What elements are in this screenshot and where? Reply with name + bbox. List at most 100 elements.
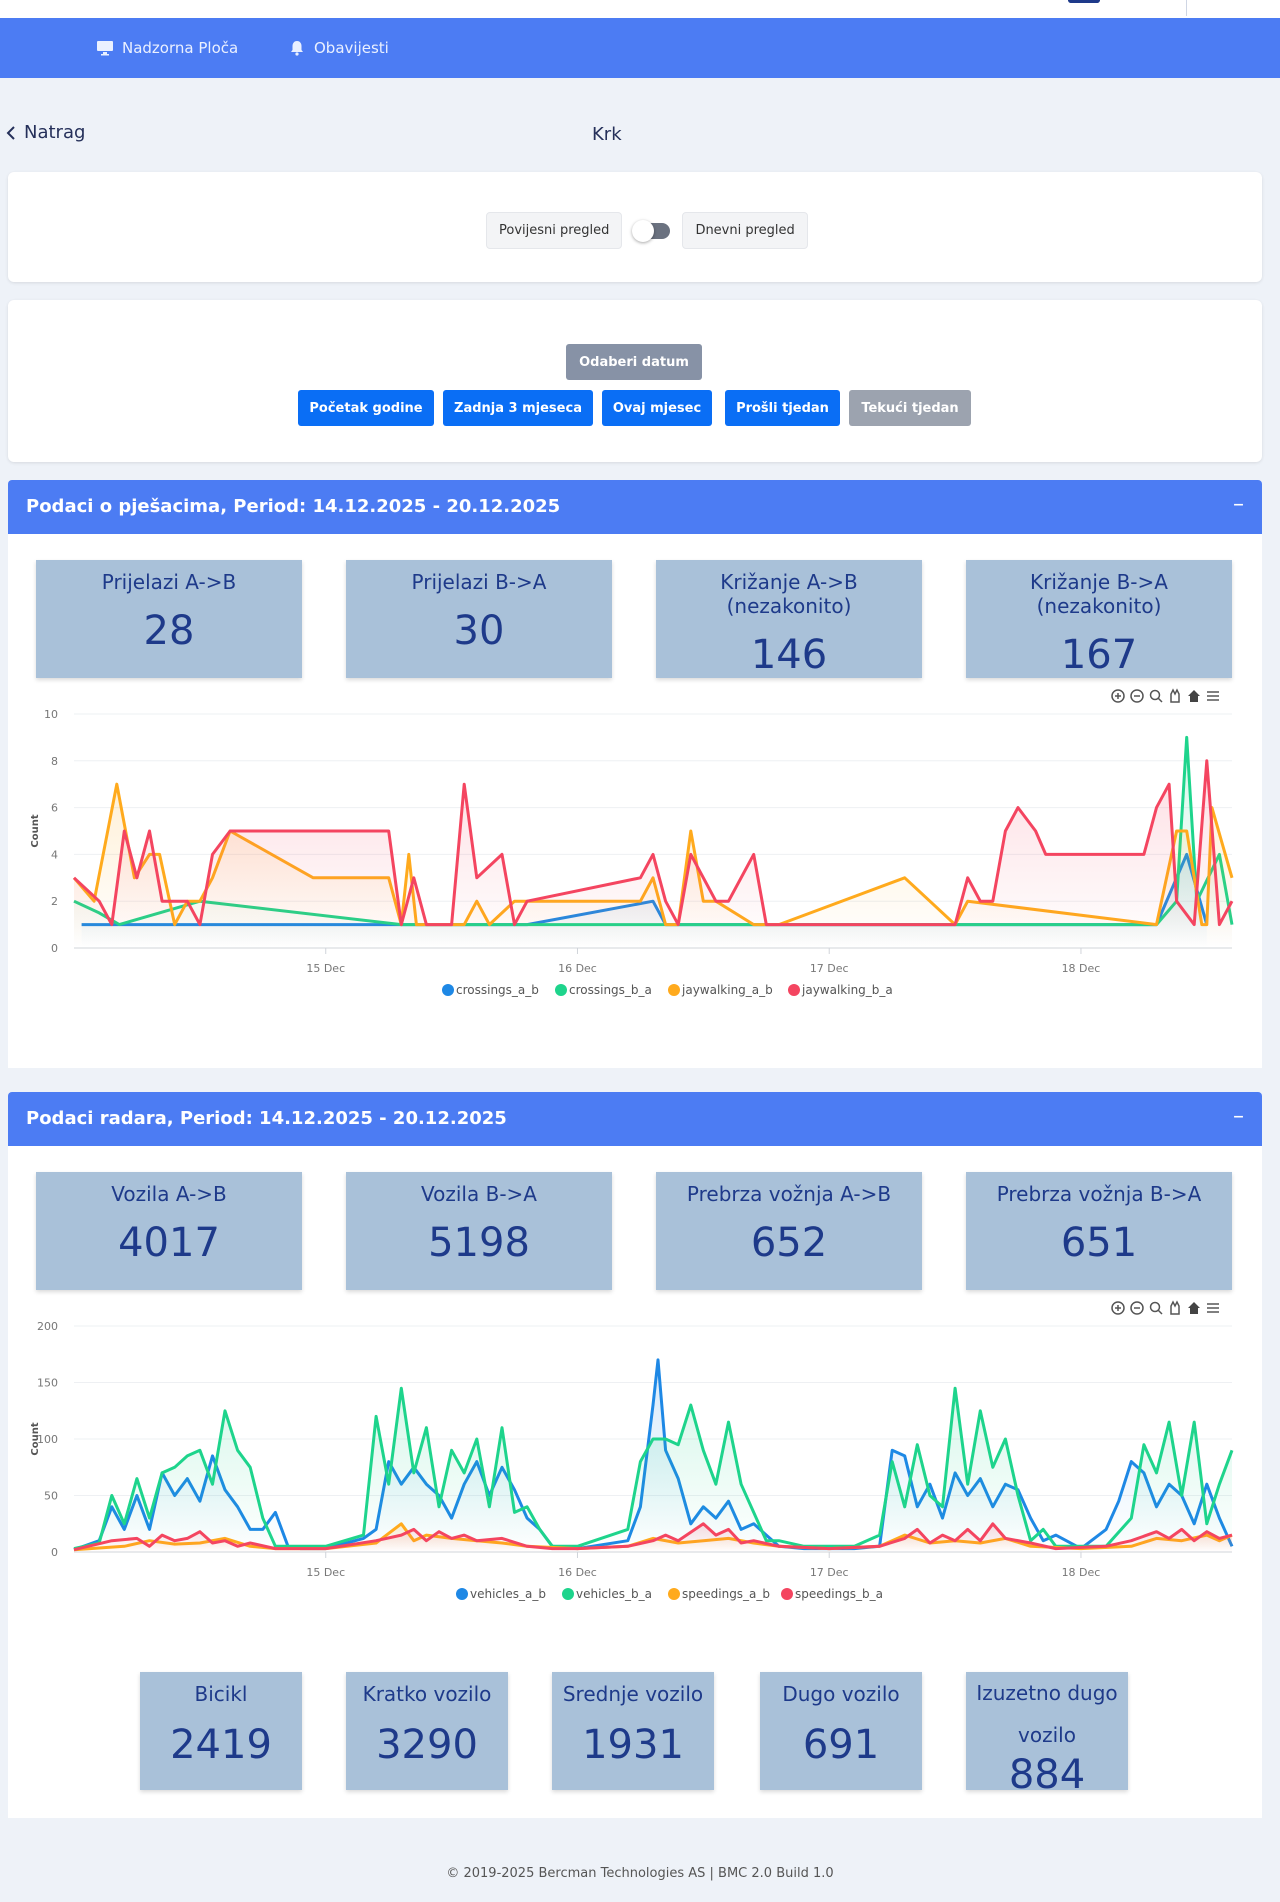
preset-last-week-button[interactable]: Prošli tjedan bbox=[725, 390, 840, 426]
view-toggle: Povijesni pregled Dnevni pregled bbox=[486, 212, 808, 249]
y-tick-label: 50 bbox=[44, 1490, 58, 1503]
user-avatar-icon[interactable] bbox=[1068, 0, 1100, 3]
magnifier-icon[interactable] bbox=[1149, 1301, 1163, 1315]
back-label: Natrag bbox=[24, 122, 86, 143]
stat-card: Prebrza vožnja A->B 652 bbox=[656, 1172, 922, 1290]
y-tick-label: 2 bbox=[51, 895, 58, 908]
y-tick-label: 0 bbox=[51, 1546, 58, 1559]
collapse-pedestrian-button[interactable]: – bbox=[1233, 492, 1244, 517]
zoom-out-icon[interactable] bbox=[1130, 689, 1144, 703]
legend-item[interactable]: speedings_a_b bbox=[668, 1587, 770, 1601]
legend-item[interactable]: crossings_a_b bbox=[442, 983, 539, 997]
stat-label: Vozila B->A bbox=[421, 1182, 537, 1206]
choose-date-button[interactable]: Odaberi datum bbox=[566, 344, 702, 380]
legend-item[interactable]: crossings_b_a bbox=[555, 983, 652, 997]
x-tick-label: 16 Dec bbox=[558, 1566, 597, 1579]
preset-last-3-months-button[interactable]: Zadnja 3 mjeseca bbox=[443, 390, 593, 426]
vehicle-class-value: 1931 bbox=[582, 1722, 684, 1768]
legend-marker bbox=[456, 1588, 468, 1600]
magnifier-icon[interactable] bbox=[1149, 689, 1163, 703]
y-tick-label: 200 bbox=[37, 1320, 58, 1333]
divider bbox=[1186, 0, 1187, 16]
pedestrian-chart: 0 2 4 6 8 10 Count 15 Dec 16 Dec 17 Dec 18 Dec cros… bbox=[30, 688, 1234, 997]
daily-view-label[interactable]: Dnevni pregled bbox=[682, 212, 808, 249]
pan-hand-icon[interactable] bbox=[1170, 1300, 1180, 1315]
nav-dashboard[interactable]: Nadzorna Ploča bbox=[96, 38, 238, 58]
pedestrian-section-header: Podaci o pješacima, Period: 14.12.2025 -… bbox=[8, 480, 1262, 534]
preset-start-of-year-button[interactable]: Početak godine bbox=[298, 390, 434, 426]
legend-label: crossings_b_a bbox=[569, 983, 652, 997]
switch-knob bbox=[632, 219, 655, 242]
legend-item[interactable]: jaywalking_a_b bbox=[668, 983, 773, 997]
series-line-jaywalking_b_a bbox=[72, 759, 1234, 927]
menu-icon[interactable] bbox=[1207, 1303, 1219, 1313]
legend-item[interactable]: vehicles_b_a bbox=[562, 1587, 652, 1601]
legend-label: jaywalking_b_a bbox=[801, 983, 893, 997]
stat-card: Križanje A->B (nezakonito) 146 bbox=[656, 560, 922, 678]
legend-label: jaywalking_a_b bbox=[681, 983, 773, 997]
vehicle-class-label: Izuzetno dugo vozilo bbox=[976, 1681, 1118, 1747]
view-switch[interactable] bbox=[632, 219, 671, 242]
legend-marker bbox=[781, 1588, 793, 1600]
vehicle-class-card: Srednje vozilo 1931 bbox=[552, 1672, 714, 1790]
stat-value: 167 bbox=[1060, 632, 1138, 678]
vehicle-class-card: Izuzetno dugo vozilo 884 bbox=[966, 1672, 1128, 1798]
legend-item[interactable]: speedings_b_a bbox=[781, 1587, 883, 1601]
chart-legend: crossings_a_b crossings_b_a jaywalking_a_b… bbox=[442, 983, 893, 997]
menu-icon[interactable] bbox=[1207, 691, 1219, 701]
preset-current-week-button[interactable]: Tekući tjedan bbox=[849, 390, 971, 426]
chart-toolbar bbox=[1111, 688, 1219, 703]
collapse-radar-button[interactable]: – bbox=[1233, 1104, 1244, 1129]
legend-marker bbox=[668, 1588, 680, 1600]
nav-notifications[interactable]: Obavijesti bbox=[288, 38, 389, 58]
zoom-out-icon[interactable] bbox=[1130, 1301, 1144, 1315]
legend-label: vehicles_b_a bbox=[576, 1587, 652, 1601]
historic-view-label[interactable]: Povijesni pregled bbox=[486, 212, 623, 249]
stat-value: 28 bbox=[143, 608, 195, 654]
series-area-speedings_b_a bbox=[74, 1523, 1232, 1552]
top-navbar: Nadzorna Ploča Obavijesti bbox=[0, 18, 1280, 78]
x-tick-label: 18 Dec bbox=[1062, 962, 1101, 975]
preset-this-month-button[interactable]: Ovaj mjesec bbox=[602, 390, 712, 426]
stat-label: Križanje A->B (nezakonito) bbox=[720, 570, 858, 618]
bell-icon bbox=[291, 41, 303, 56]
view-toggle-card: Povijesni pregled Dnevni pregled bbox=[8, 172, 1262, 282]
y-axis-title: Count bbox=[30, 814, 41, 847]
legend-marker bbox=[668, 984, 680, 996]
stat-card: Prebrza vožnja B->A 651 bbox=[966, 1172, 1232, 1290]
chart-toolbar bbox=[1111, 1300, 1219, 1315]
x-tick-label: 17 Dec bbox=[810, 1566, 849, 1579]
chevron-left-icon bbox=[6, 125, 15, 140]
legend-item[interactable]: jaywalking_b_a bbox=[788, 983, 893, 997]
home-icon[interactable] bbox=[1188, 1302, 1200, 1314]
legend-marker bbox=[562, 1588, 574, 1600]
vehicle-class-card: Dugo vozilo 691 bbox=[760, 1672, 922, 1790]
nav-notifications-label: Obavijesti bbox=[314, 39, 389, 57]
stat-card: Prijelazi B->A 30 bbox=[346, 560, 612, 678]
stat-card: Prijelazi A->B 28 bbox=[36, 560, 302, 678]
vehicle-class-value: 884 bbox=[1008, 1752, 1086, 1798]
window-top-strip bbox=[0, 0, 1280, 18]
home-icon[interactable] bbox=[1188, 690, 1200, 702]
stat-value: 5198 bbox=[428, 1220, 530, 1266]
x-tick-label: 15 Dec bbox=[306, 1566, 345, 1579]
chart-legend: vehicles_a_b vehicles_b_a speedings_a_b spe… bbox=[456, 1587, 883, 1601]
series-line-speedings_b_a bbox=[73, 1522, 1233, 1552]
footer: © 2019-2025 Bercman Technologies AS | BM… bbox=[0, 1840, 1280, 1902]
pan-hand-icon[interactable] bbox=[1170, 688, 1180, 703]
zoom-in-icon[interactable] bbox=[1111, 689, 1125, 703]
back-link[interactable]: Natrag bbox=[6, 122, 85, 143]
stat-value: 30 bbox=[453, 608, 505, 654]
legend-item[interactable]: vehicles_a_b bbox=[456, 1587, 546, 1601]
x-tick-label: 18 Dec bbox=[1062, 1566, 1101, 1579]
nav-dashboard-label: Nadzorna Ploča bbox=[122, 39, 239, 57]
legend-label: vehicles_a_b bbox=[470, 1587, 546, 1601]
zoom-in-icon[interactable] bbox=[1111, 1301, 1125, 1315]
vehicle-class-label: Srednje vozilo bbox=[562, 1682, 704, 1706]
legend-label: speedings_a_b bbox=[682, 1587, 770, 1601]
vehicle-class-label: Bicikl bbox=[194, 1682, 248, 1706]
y-axis-title: Count bbox=[30, 1422, 41, 1455]
stat-label: Vozila A->B bbox=[111, 1182, 227, 1206]
stat-value: 652 bbox=[750, 1220, 828, 1266]
vehicle-class-value: 3290 bbox=[376, 1722, 478, 1768]
